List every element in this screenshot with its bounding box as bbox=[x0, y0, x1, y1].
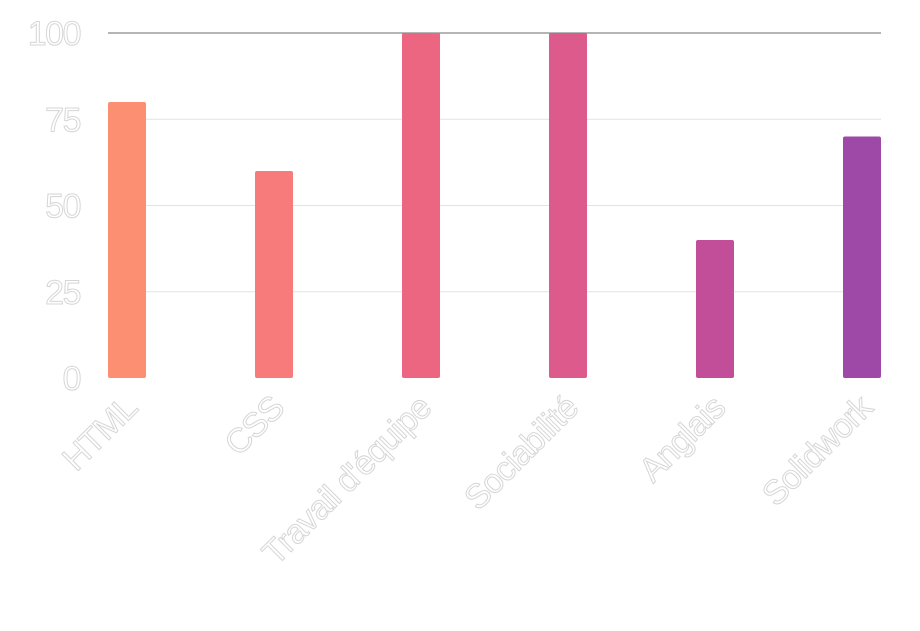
x-category-label: Anglais bbox=[632, 389, 733, 490]
y-tick-label: 50 bbox=[45, 188, 80, 226]
x-category-label: HTML bbox=[55, 389, 145, 479]
bar-0 bbox=[108, 102, 146, 378]
y-tick-label: 25 bbox=[45, 274, 80, 312]
bars bbox=[108, 33, 881, 378]
y-tick-label: 0 bbox=[63, 360, 81, 398]
bar-2 bbox=[402, 33, 440, 378]
x-category-label: Sociabilité bbox=[457, 389, 586, 518]
y-axis-tick-labels: 0 25 50 75 100 bbox=[27, 15, 82, 399]
y-tick-label: 75 bbox=[45, 101, 80, 139]
bar-1 bbox=[255, 171, 293, 378]
bar-3 bbox=[549, 33, 587, 378]
bar-5 bbox=[843, 136, 881, 378]
x-category-label: Solidwork bbox=[755, 387, 881, 513]
x-category-label: CSS bbox=[217, 389, 291, 463]
bar-4 bbox=[696, 240, 734, 378]
gridlines bbox=[108, 32, 881, 293]
y-tick-label: 100 bbox=[28, 15, 81, 53]
